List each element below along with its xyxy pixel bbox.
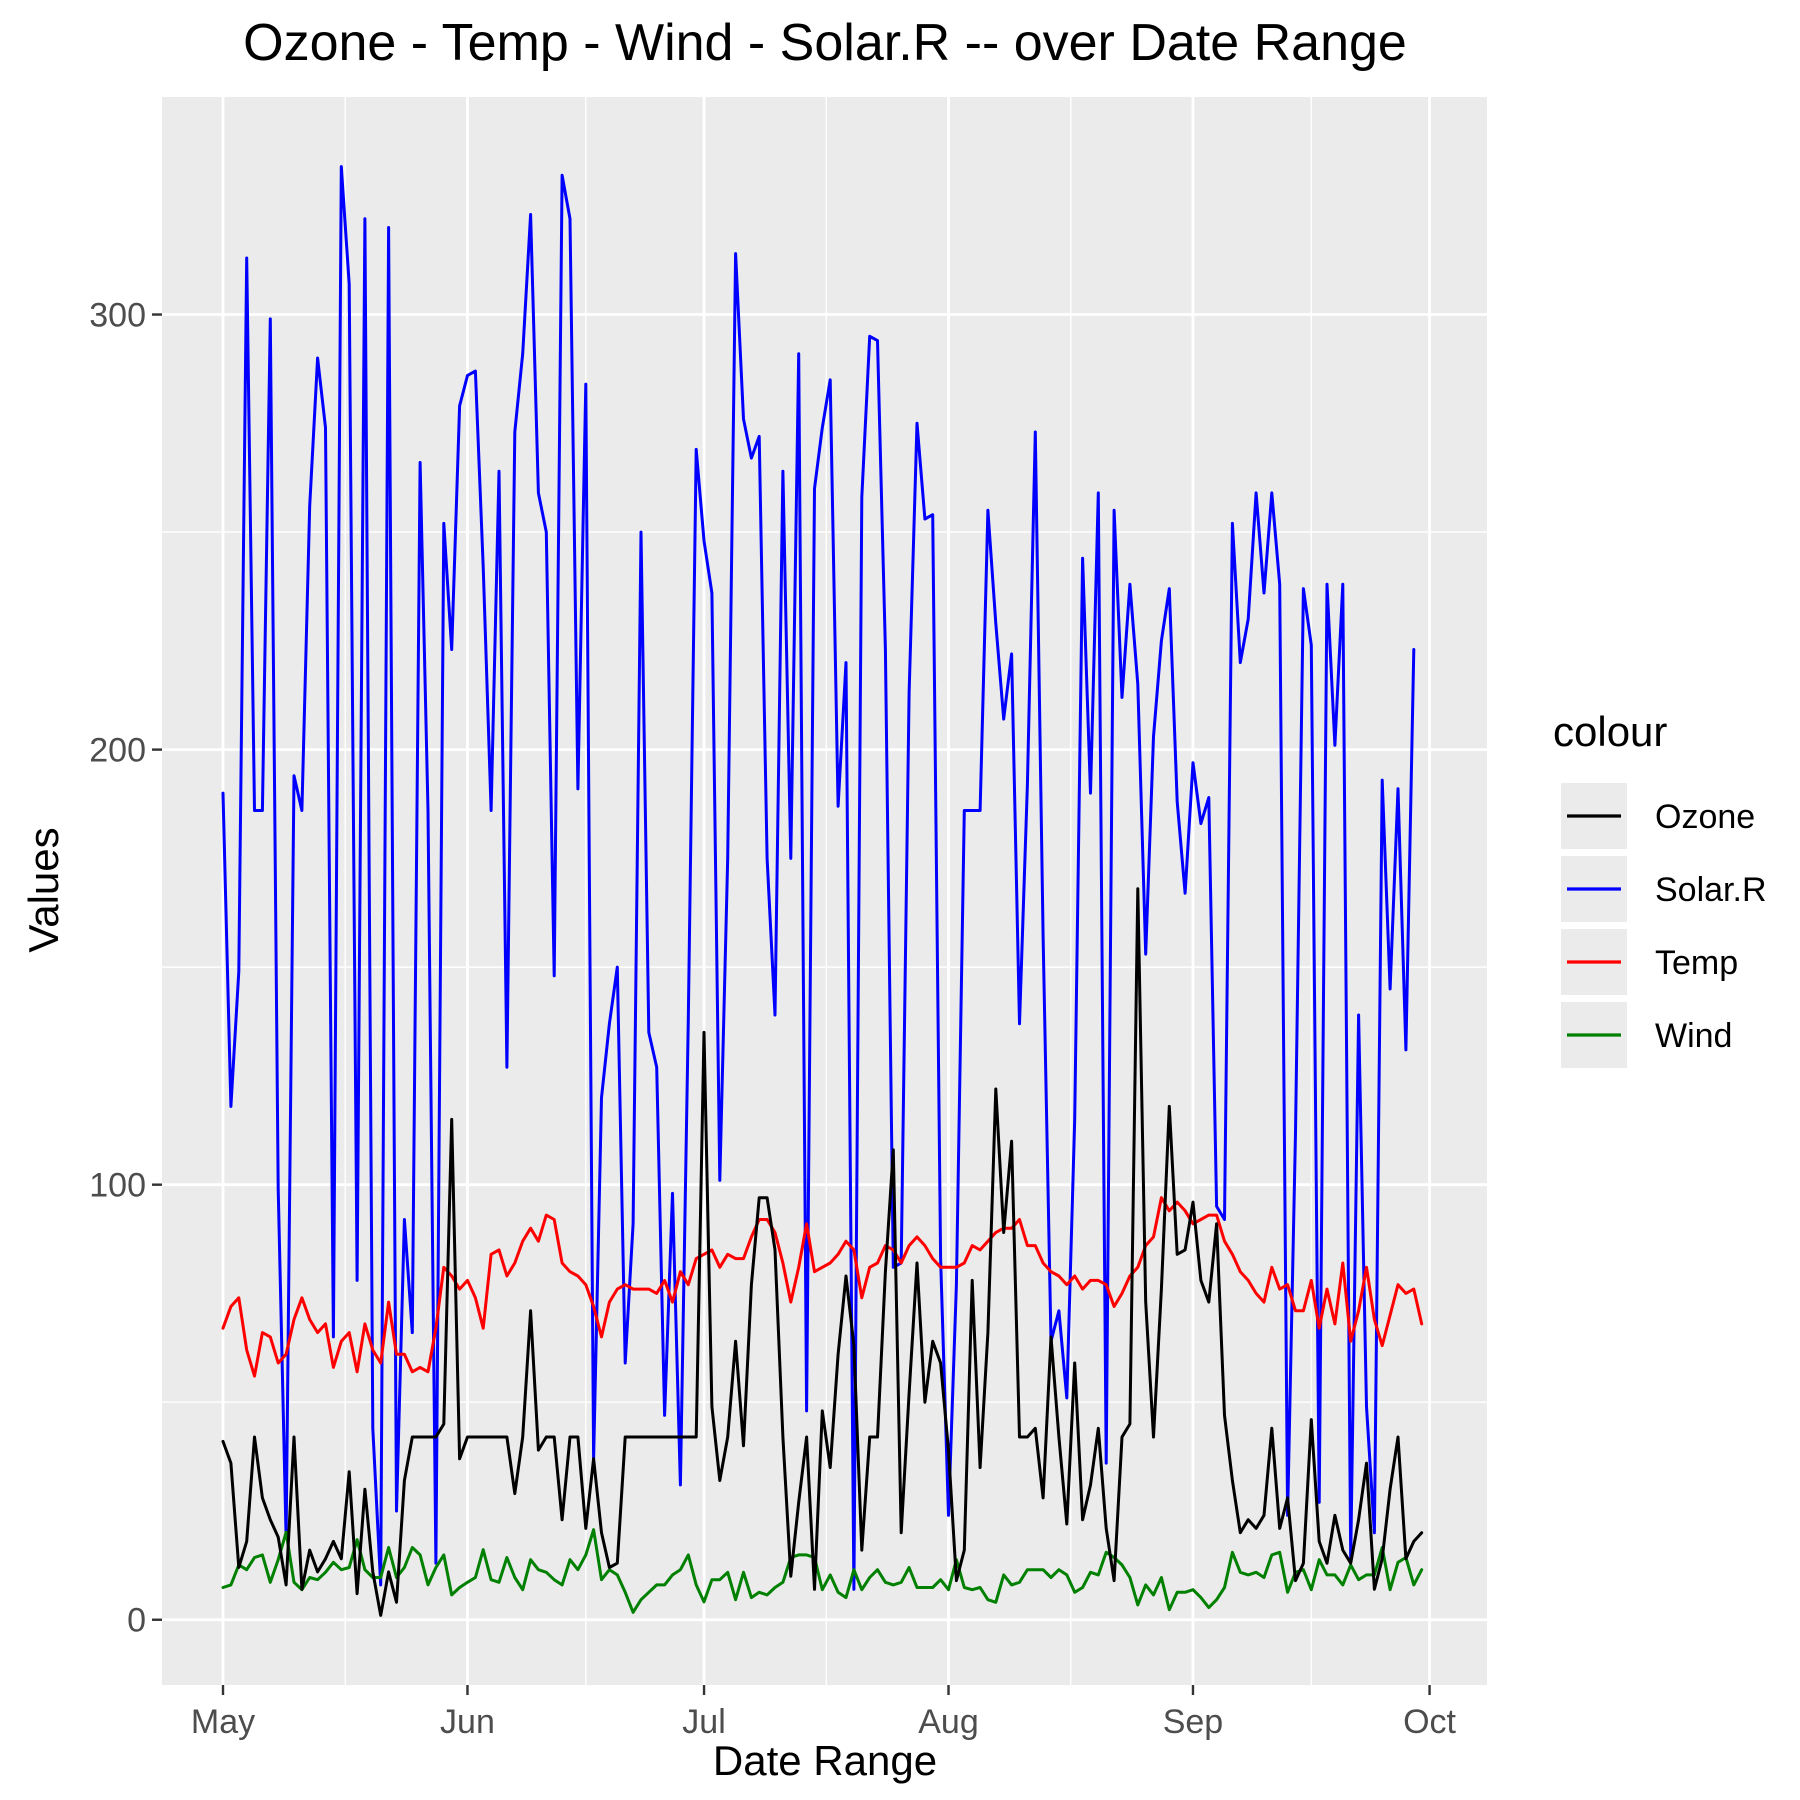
y-tick-label: 100 [89,1167,146,1205]
y-axis-title: Values [20,827,67,952]
y-axis-tick-labels: 0 100 200 300 [89,297,146,1640]
series-line-wind [221,1528,1424,1614]
axis-ticks [152,313,1431,1695]
series-lines [221,165,1424,1617]
x-tick-label: Jun [440,1703,495,1741]
legend-item-ozone: Ozone [1559,781,1755,851]
x-axis-tick-labels: May Jun Jul Aug Sep Oct [191,1703,1457,1741]
x-tick-label: Aug [918,1703,979,1741]
legend-item-temp: Temp [1559,927,1738,997]
chart-title: Ozone - Temp - Wind - Solar.R -- over Da… [243,14,1407,72]
major-gridlines [162,97,1487,1685]
legend-item-solar-r: Solar.R [1559,854,1767,924]
x-tick-label: May [191,1703,255,1741]
series-line-solar-r [221,165,1416,1591]
legend-label: Ozone [1655,798,1755,836]
legend-label: Temp [1655,944,1738,982]
x-tick-label: Oct [1403,1703,1456,1741]
y-tick-label: 200 [89,732,146,770]
x-tick-label: Sep [1163,1703,1224,1741]
legend-title: colour [1553,708,1667,755]
x-axis-title: Date Range [713,1737,937,1784]
y-tick-label: 0 [127,1602,146,1640]
legend: colour Ozone Solar.R Temp Wind [1553,708,1767,1070]
legend-label: Wind [1655,1017,1732,1055]
legend-label: Solar.R [1655,871,1767,909]
series-line-ozone [221,887,1424,1617]
series-line-temp [221,1196,1424,1378]
x-tick-label: Jul [682,1703,725,1741]
legend-item-wind: Wind [1559,1000,1732,1070]
y-tick-label: 300 [89,297,146,335]
